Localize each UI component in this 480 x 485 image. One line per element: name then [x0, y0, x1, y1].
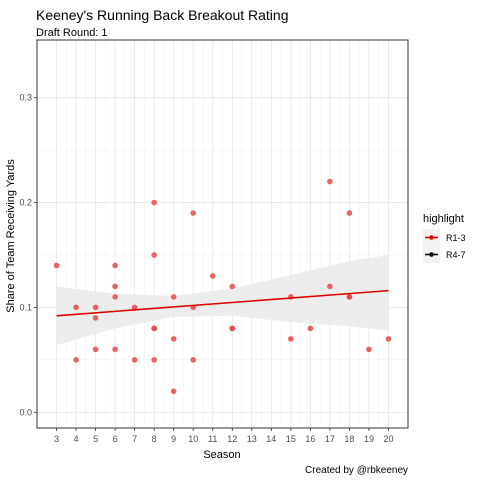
x-tick-label: 20	[383, 434, 393, 444]
grid-major	[37, 40, 408, 428]
data-point	[209, 273, 216, 279]
data-points-layer	[53, 178, 392, 395]
data-point	[288, 336, 294, 342]
plot-border	[36, 39, 409, 429]
y-tick-label: 0.2	[19, 198, 32, 208]
data-point	[53, 262, 60, 269]
y-tick-label: 0.1	[19, 302, 32, 312]
data-point	[112, 346, 118, 353]
x-tick-label: 5	[93, 434, 98, 444]
x-tick-label: 18	[344, 434, 354, 444]
trend-line	[56, 289, 389, 317]
x-axis: 3 4 5 6 7 8 9 10 11 12 13 14 15 16 17 18 19 20	[54, 428, 393, 444]
x-tick-label: 17	[325, 434, 335, 444]
chart-subtitle: Draft Round: 1	[36, 27, 108, 39]
data-point	[385, 336, 392, 342]
x-axis-label: Season	[203, 449, 240, 461]
legend-entries: R1-3 R4-7	[423, 229, 466, 263]
legend-label: R1-3	[446, 233, 466, 243]
data-point	[170, 294, 177, 300]
legend-title: highlight	[423, 213, 464, 225]
x-tick-label: 4	[74, 434, 79, 444]
data-point	[151, 357, 157, 363]
data-point	[92, 346, 99, 353]
data-point	[307, 325, 314, 332]
data-point	[346, 294, 353, 300]
plot-area	[36, 39, 409, 429]
x-tick-label: 12	[227, 434, 237, 444]
data-point	[112, 262, 118, 269]
x-tick-label: 9	[171, 434, 176, 444]
data-point	[229, 283, 236, 290]
confidence-band-layer	[56, 254, 389, 346]
y-axis-label: Share of Team Receiving Yards	[5, 159, 17, 313]
data-point	[131, 357, 138, 363]
grid-minor	[37, 40, 408, 428]
data-point	[327, 283, 333, 290]
chart-title: Keeney's Running Back Breakout Rating	[36, 7, 289, 23]
data-point	[131, 304, 138, 311]
x-tick-label: 10	[188, 434, 198, 444]
data-point	[170, 336, 177, 342]
data-point	[346, 210, 353, 216]
x-tick-label: 14	[266, 434, 276, 444]
chart-caption: Created by @rbkeeney	[305, 465, 408, 476]
x-tick-label: 11	[208, 434, 217, 444]
x-tick-label: 15	[286, 434, 296, 444]
x-tick-label: 7	[132, 434, 137, 444]
data-point	[112, 294, 118, 300]
data-point	[151, 325, 157, 332]
x-tick-label: 13	[247, 434, 257, 444]
data-point	[112, 283, 118, 290]
data-point	[170, 388, 177, 395]
legend-label: R4-7	[446, 250, 466, 260]
data-point	[92, 315, 99, 321]
x-tick-label: 3	[54, 434, 59, 444]
data-point	[190, 210, 197, 216]
y-axis: 0.0 0.1 0.2 0.3	[19, 93, 37, 417]
data-point	[366, 346, 372, 353]
data-point	[151, 199, 157, 206]
legend: highlight R1-3 R4-7	[423, 213, 466, 263]
data-point	[327, 178, 333, 185]
data-point	[92, 304, 99, 311]
data-point	[190, 357, 197, 363]
x-tick-label: 6	[113, 434, 118, 444]
x-tick-label: 8	[152, 434, 157, 444]
data-point	[229, 325, 236, 332]
y-tick-label: 0.0	[19, 407, 32, 417]
data-point	[73, 304, 79, 311]
legend-key-point	[429, 252, 434, 257]
legend-key-point	[429, 235, 434, 240]
data-point	[73, 357, 79, 363]
trend-line-layer	[56, 289, 389, 317]
data-point	[151, 252, 157, 258]
x-tick-label: 16	[305, 434, 315, 444]
y-tick-label: 0.3	[19, 93, 32, 103]
confidence-band	[56, 254, 389, 346]
x-tick-label: 19	[364, 434, 374, 444]
